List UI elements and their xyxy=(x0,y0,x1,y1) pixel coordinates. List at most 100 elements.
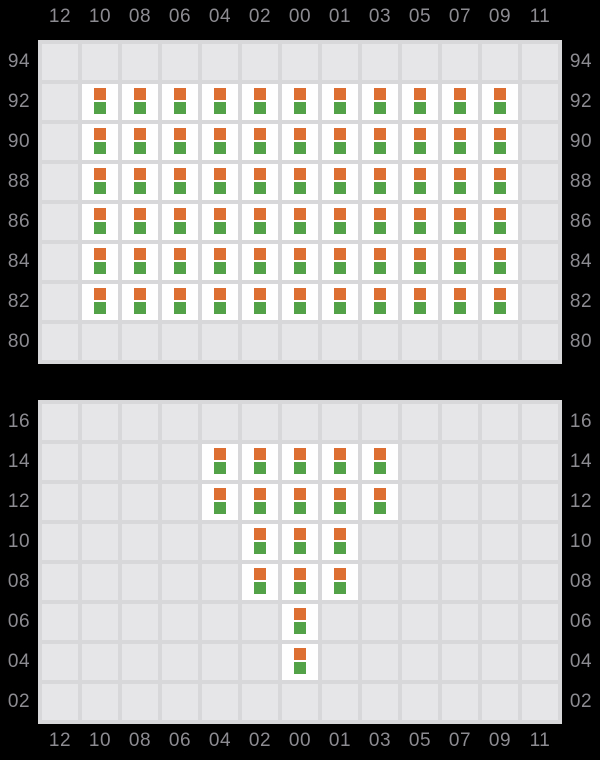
empty-cell xyxy=(282,44,318,80)
occupied-cell[interactable] xyxy=(202,244,238,280)
occupied-cell[interactable] xyxy=(82,244,118,280)
occupied-cell[interactable] xyxy=(362,444,398,480)
occupied-cell[interactable] xyxy=(282,564,318,600)
status-marker-top-square xyxy=(94,248,106,260)
empty-cell xyxy=(202,44,238,80)
occupied-cell[interactable] xyxy=(442,204,478,240)
occupied-cell[interactable] xyxy=(162,84,198,120)
occupied-cell[interactable] xyxy=(242,444,278,480)
occupied-cell[interactable] xyxy=(482,84,518,120)
occupied-cell[interactable] xyxy=(282,124,318,160)
status-marker-top-square xyxy=(294,248,306,260)
status-marker-bottom-square xyxy=(254,302,266,314)
occupied-cell[interactable] xyxy=(122,244,158,280)
occupied-cell[interactable] xyxy=(122,284,158,320)
occupied-cell[interactable] xyxy=(282,524,318,560)
occupied-cell[interactable] xyxy=(122,84,158,120)
occupied-cell[interactable] xyxy=(402,124,438,160)
occupied-cell[interactable] xyxy=(322,564,358,600)
occupied-cell[interactable] xyxy=(322,204,358,240)
occupied-cell[interactable] xyxy=(322,124,358,160)
empty-cell xyxy=(482,644,518,680)
occupied-cell[interactable] xyxy=(162,164,198,200)
occupied-cell[interactable] xyxy=(242,484,278,520)
occupied-cell[interactable] xyxy=(82,164,118,200)
occupied-cell[interactable] xyxy=(242,244,278,280)
occupied-cell[interactable] xyxy=(162,124,198,160)
occupied-cell[interactable] xyxy=(282,164,318,200)
occupied-cell[interactable] xyxy=(322,524,358,560)
occupied-cell[interactable] xyxy=(122,164,158,200)
occupied-cell[interactable] xyxy=(482,204,518,240)
occupied-cell[interactable] xyxy=(322,284,358,320)
occupied-cell[interactable] xyxy=(282,484,318,520)
occupied-cell[interactable] xyxy=(322,444,358,480)
occupied-cell[interactable] xyxy=(442,284,478,320)
occupied-cell[interactable] xyxy=(362,164,398,200)
status-marker-bottom-square xyxy=(334,142,346,154)
occupied-cell[interactable] xyxy=(202,124,238,160)
occupied-cell[interactable] xyxy=(82,284,118,320)
occupied-cell[interactable] xyxy=(482,244,518,280)
occupied-cell[interactable] xyxy=(242,204,278,240)
occupied-cell[interactable] xyxy=(442,84,478,120)
occupied-cell[interactable] xyxy=(242,524,278,560)
occupied-cell[interactable] xyxy=(282,204,318,240)
occupied-cell[interactable] xyxy=(162,204,198,240)
occupied-cell[interactable] xyxy=(322,84,358,120)
occupied-cell[interactable] xyxy=(282,444,318,480)
occupied-cell[interactable] xyxy=(202,204,238,240)
occupied-cell[interactable] xyxy=(442,164,478,200)
status-marker-top-square xyxy=(294,88,306,100)
occupied-cell[interactable] xyxy=(322,164,358,200)
occupied-cell[interactable] xyxy=(122,124,158,160)
occupied-cell[interactable] xyxy=(482,124,518,160)
occupied-cell[interactable] xyxy=(362,244,398,280)
occupied-cell[interactable] xyxy=(242,564,278,600)
occupied-cell[interactable] xyxy=(402,284,438,320)
occupied-cell[interactable] xyxy=(82,204,118,240)
occupied-cell[interactable] xyxy=(402,244,438,280)
occupied-cell[interactable] xyxy=(402,164,438,200)
occupied-cell[interactable] xyxy=(482,164,518,200)
occupied-cell[interactable] xyxy=(362,484,398,520)
occupied-cell[interactable] xyxy=(442,124,478,160)
occupied-cell[interactable] xyxy=(242,164,278,200)
occupied-cell[interactable] xyxy=(402,204,438,240)
empty-cell xyxy=(482,44,518,80)
occupied-cell[interactable] xyxy=(362,284,398,320)
occupied-cell[interactable] xyxy=(202,484,238,520)
occupied-cell[interactable] xyxy=(242,284,278,320)
empty-cell xyxy=(162,444,198,480)
occupied-cell[interactable] xyxy=(402,84,438,120)
occupied-cell[interactable] xyxy=(162,244,198,280)
occupied-cell[interactable] xyxy=(362,84,398,120)
occupied-cell[interactable] xyxy=(82,124,118,160)
occupied-cell[interactable] xyxy=(282,84,318,120)
occupied-cell[interactable] xyxy=(242,84,278,120)
column-label: 04 xyxy=(208,730,232,751)
occupied-cell[interactable] xyxy=(202,164,238,200)
occupied-cell[interactable] xyxy=(282,604,318,640)
occupied-cell[interactable] xyxy=(322,484,358,520)
occupied-cell[interactable] xyxy=(122,204,158,240)
occupied-cell[interactable] xyxy=(202,84,238,120)
occupied-cell[interactable] xyxy=(242,124,278,160)
occupied-cell[interactable] xyxy=(282,244,318,280)
occupied-cell[interactable] xyxy=(282,644,318,680)
upper-grid-panel xyxy=(38,40,562,364)
occupied-cell[interactable] xyxy=(82,84,118,120)
occupied-cell[interactable] xyxy=(322,244,358,280)
occupied-cell[interactable] xyxy=(162,284,198,320)
status-marker-top-square xyxy=(214,248,226,260)
occupied-cell[interactable] xyxy=(202,444,238,480)
occupied-cell[interactable] xyxy=(362,204,398,240)
status-marker-top-square xyxy=(254,208,266,220)
occupied-cell[interactable] xyxy=(362,124,398,160)
occupied-cell[interactable] xyxy=(442,244,478,280)
occupied-cell[interactable] xyxy=(282,284,318,320)
occupied-cell[interactable] xyxy=(202,284,238,320)
occupied-cell[interactable] xyxy=(482,284,518,320)
empty-cell xyxy=(42,164,78,200)
upper-row-labels-left: 94 92 90 88 86 84 82 80 xyxy=(0,40,38,364)
